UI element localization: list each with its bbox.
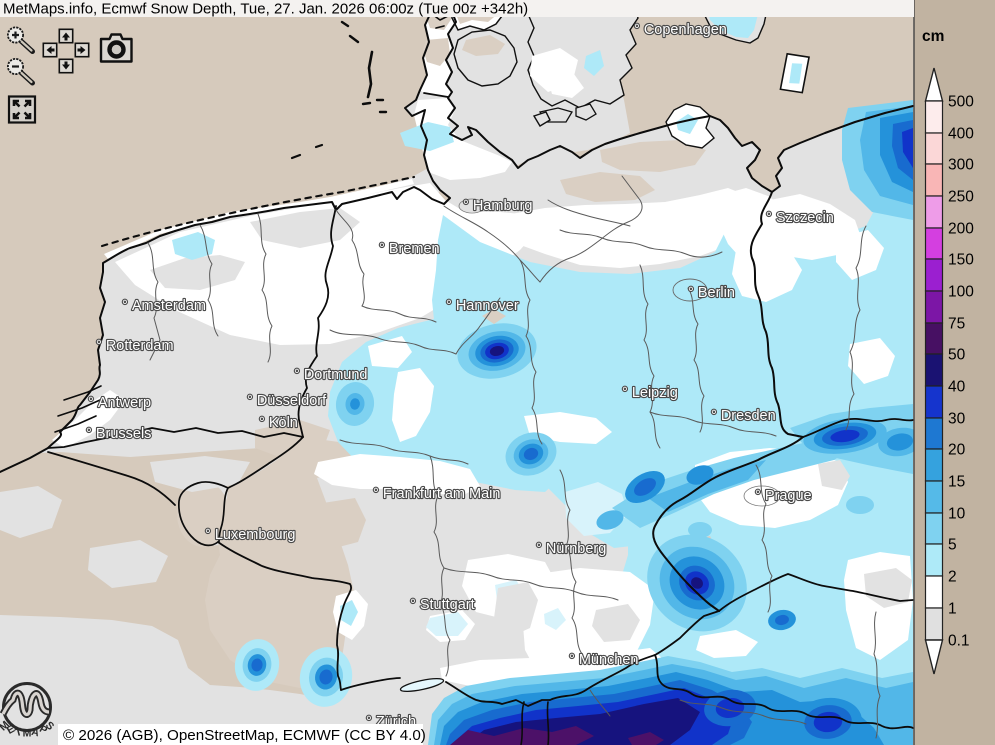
svg-text:15: 15 [948,474,965,491]
svg-text:° Bremen: ° Bremen [379,241,440,257]
svg-text:500: 500 [948,94,974,111]
svg-text:M: M [23,728,32,740]
svg-text:° Brussels: ° Brussels [86,426,151,442]
svg-text:© 2026 (AGB), OpenStreetMap, E: © 2026 (AGB), OpenStreetMap, ECMWF (CC B… [63,727,426,744]
svg-text:° Hamburg: ° Hamburg [463,198,532,214]
svg-text:75: 75 [948,316,965,333]
svg-text:° Hannover: ° Hannover [446,298,519,314]
svg-text:° Luxembourg: ° Luxembourg [205,527,295,543]
svg-text:20: 20 [948,442,966,459]
svg-text:5: 5 [948,537,957,554]
svg-text:° Frankfurt am Main: ° Frankfurt am Main [373,486,500,502]
svg-text:40: 40 [948,379,966,396]
svg-text:° Dresden: ° Dresden [711,408,776,424]
svg-text:° Berlin: ° Berlin [688,285,735,301]
svg-text:30: 30 [948,411,966,428]
svg-text:° Rotterdam: ° Rotterdam [96,338,174,354]
svg-text:° Szczecin: ° Szczecin [766,210,834,226]
svg-text:A: A [30,726,41,740]
svg-text:° München: ° München [569,652,638,668]
svg-text:° Stuttgart: ° Stuttgart [410,597,475,613]
svg-text:MetMaps.info, Ecmwf Snow Depth: MetMaps.info, Ecmwf Snow Depth, Tue, 27.… [3,1,528,18]
svg-text:° Dortmund: ° Dortmund [294,367,368,383]
svg-text:0.1: 0.1 [948,633,970,650]
svg-text:° Prague: ° Prague [755,488,812,504]
svg-text:100: 100 [948,284,974,301]
svg-text:° Copenhagen: ° Copenhagen [634,22,727,38]
svg-text:50: 50 [948,347,966,364]
svg-text:° Köln: ° Köln [259,415,298,431]
svg-text:° Antwerp: ° Antwerp [88,395,151,411]
svg-text:° Leipzig: ° Leipzig [622,385,678,401]
svg-text:400: 400 [948,126,974,143]
svg-text:° Amsterdam: ° Amsterdam [122,298,206,314]
svg-text:150: 150 [948,252,974,269]
svg-text:250: 250 [948,189,974,206]
svg-text:M: M [0,719,12,734]
svg-text:200: 200 [948,221,974,238]
svg-text:cm: cm [922,28,944,45]
svg-text:° Nürnberg: ° Nürnberg [536,541,606,557]
svg-text:10: 10 [948,506,966,523]
svg-text:300: 300 [948,157,974,174]
svg-text:2: 2 [948,569,957,586]
svg-text:1: 1 [948,601,957,618]
svg-text:° Düsseldorf: ° Düsseldorf [247,393,327,409]
svg-text:T: T [14,726,24,739]
